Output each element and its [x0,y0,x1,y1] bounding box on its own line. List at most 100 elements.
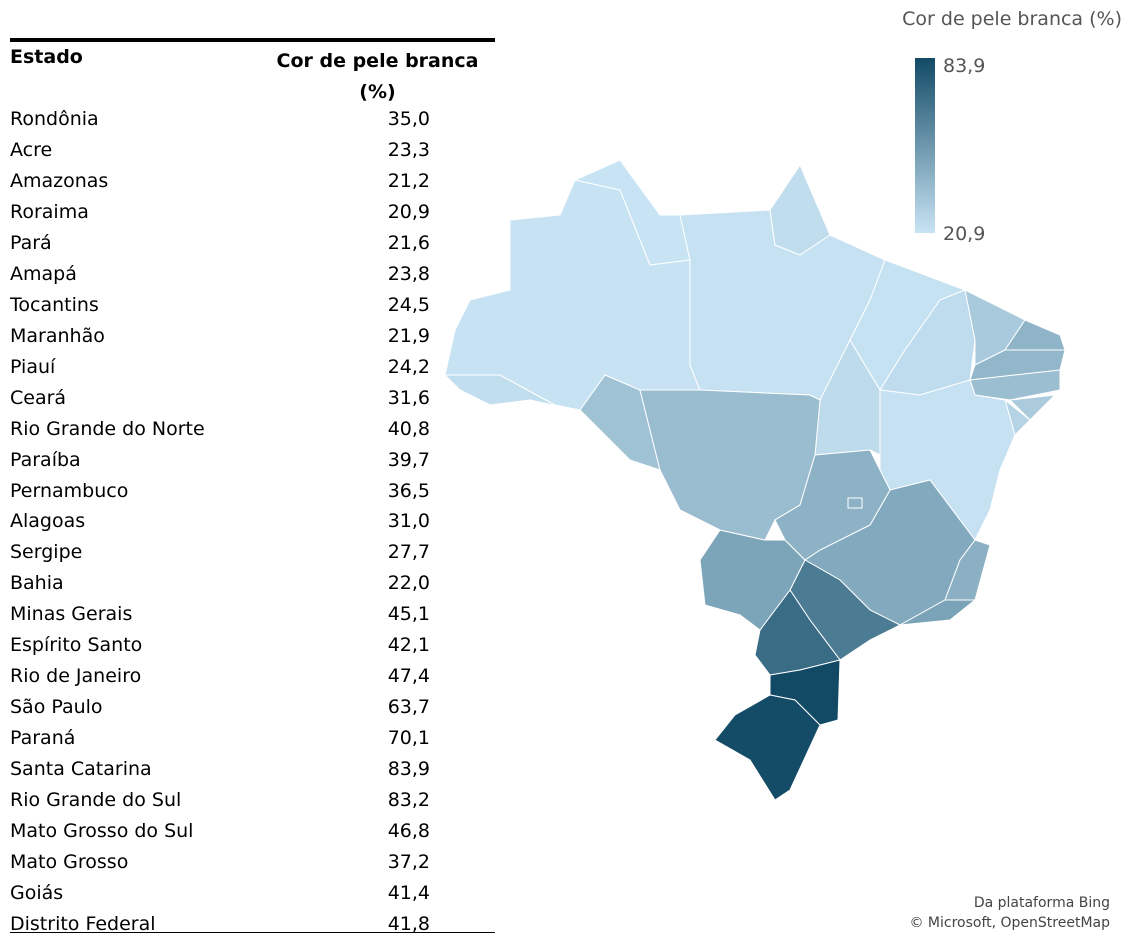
state-name: Roraima [10,200,89,223]
state-name: Tocantins [10,293,99,316]
table-row: Santa Catarina 83,9 [10,758,495,789]
table-row: Rondônia 35,0 [10,108,495,139]
state-name: Ceará [10,386,67,409]
table-row: Pará 21,6 [10,232,495,263]
state-name: Paraíba [10,448,81,471]
state-value: 63,7 [387,696,430,719]
state-name: Rio Grande do Sul [10,789,182,812]
state-value: 22,0 [387,572,430,595]
table-row: São Paulo 63,7 [10,696,495,727]
state-value: 36,5 [387,479,430,502]
legend-gradient [915,58,935,233]
state-region [1008,394,1057,421]
state-name: Amapá [10,262,77,285]
header-cell: Estado [10,46,83,68]
state-name: Minas Gerais [10,603,133,626]
state-value: 23,3 [387,138,430,161]
state-name: Mato Grosso [10,851,129,874]
state-name: Maranhão [10,324,105,347]
state-value: 70,1 [387,727,430,750]
state-name: Bahia [10,572,64,595]
table-row: Rio Grande do Sul 83,2 [10,789,495,820]
state-name: Pará [10,231,52,254]
state-name: Amazonas [10,169,109,192]
state-region [769,163,831,256]
legend-max: 83,9 [943,55,986,77]
table-row: Paraná 70,1 [10,727,495,758]
state-region [714,694,821,801]
state-name: Goiás [10,882,64,904]
data-table: Estado Cor de pele branca (%) Rondônia 35… [10,38,495,935]
state-region [847,497,863,509]
table-row: Espírito Santo 42,1 [10,634,495,665]
state-value: 39,7 [387,448,430,471]
table-row: Minas Gerais 45,1 [10,603,495,634]
table-row: Mato Grosso do Sul 46,8 [10,820,495,851]
table-row: Goiás 41,4 [10,882,495,913]
state-value: 27,7 [387,541,430,564]
state-name: Sergipe [10,541,83,564]
state-name: Acre [10,138,53,161]
table-row: Amapá 23,8 [10,263,495,294]
table-row: Tocantins 24,5 [10,294,495,325]
state-value: 24,5 [387,293,430,316]
header-cell: Cor de pele branca (%) [276,50,479,103]
state-name: Distrito Federal [10,912,156,935]
state-name: Rondônia [10,108,99,130]
state-value: 40,8 [387,417,430,440]
table-row: Acre 23,3 [10,139,495,170]
state-name: São Paulo [10,696,103,719]
table-row: Paraíba 39,7 [10,449,495,480]
state-name: Piauí [10,355,56,378]
state-value: 45,1 [387,603,430,626]
state-value: 21,6 [387,231,430,254]
attribution: © Microsoft, OpenStreetMap [909,915,1110,931]
table-row: Piauí 24,2 [10,356,495,387]
legend-min: 20,9 [943,223,986,245]
state-value: 46,8 [387,820,430,843]
state-value: 83,9 [387,758,430,781]
state-value: 42,1 [387,634,430,657]
state-region [699,529,806,631]
state-region [899,599,977,626]
table-row: Bahia 22,0 [10,572,495,603]
state-name: Santa Catarina [10,758,152,781]
table-row: Rio Grande do Norte 40,8 [10,418,495,449]
state-name: Rio de Janeiro [10,665,142,688]
legend-title: Cor de pele branca (%) [902,8,1122,30]
state-value: 35,0 [387,108,430,130]
state-name: Paraná [10,727,76,750]
state-value: 37,2 [387,851,430,874]
state-value: 21,2 [387,169,430,192]
state-value: 20,9 [387,200,430,223]
table-row: Mato Grosso 37,2 [10,851,495,882]
state-name: Espírito Santo [10,634,143,657]
state-value: 24,2 [387,355,430,378]
state-value: 31,0 [387,510,430,533]
table-row: Roraima 20,9 [10,201,495,232]
table-row: Pernambuco 36,5 [10,480,495,511]
table-row: Sergipe 27,7 [10,541,495,572]
state-value: 41,4 [387,882,430,904]
state-name: Mato Grosso do Sul [10,820,194,843]
table-row: Alagoas 31,0 [10,510,495,541]
state-value: 21,9 [387,324,430,347]
state-region [774,449,891,561]
table-row: Distrito Federal 41,8 [10,913,495,944]
table-header: Estado Cor de pele branca (%) [10,46,495,103]
table-rule [10,932,495,933]
attribution: Da plataforma Bing [973,895,1110,911]
state-value: 31,6 [387,386,430,409]
table-row: Rio de Janeiro 47,4 [10,665,495,696]
table-row: Amazonas 21,2 [10,170,495,201]
state-name: Alagoas [10,510,86,533]
state-name: Pernambuco [10,479,129,502]
state-value: 47,4 [387,665,430,688]
table-row: Ceará 31,6 [10,387,495,418]
table-row: Maranhão 21,9 [10,325,495,356]
state-value: 83,2 [387,789,430,812]
state-value: 23,8 [387,262,430,285]
state-name: Rio Grande do Norte [10,417,205,440]
